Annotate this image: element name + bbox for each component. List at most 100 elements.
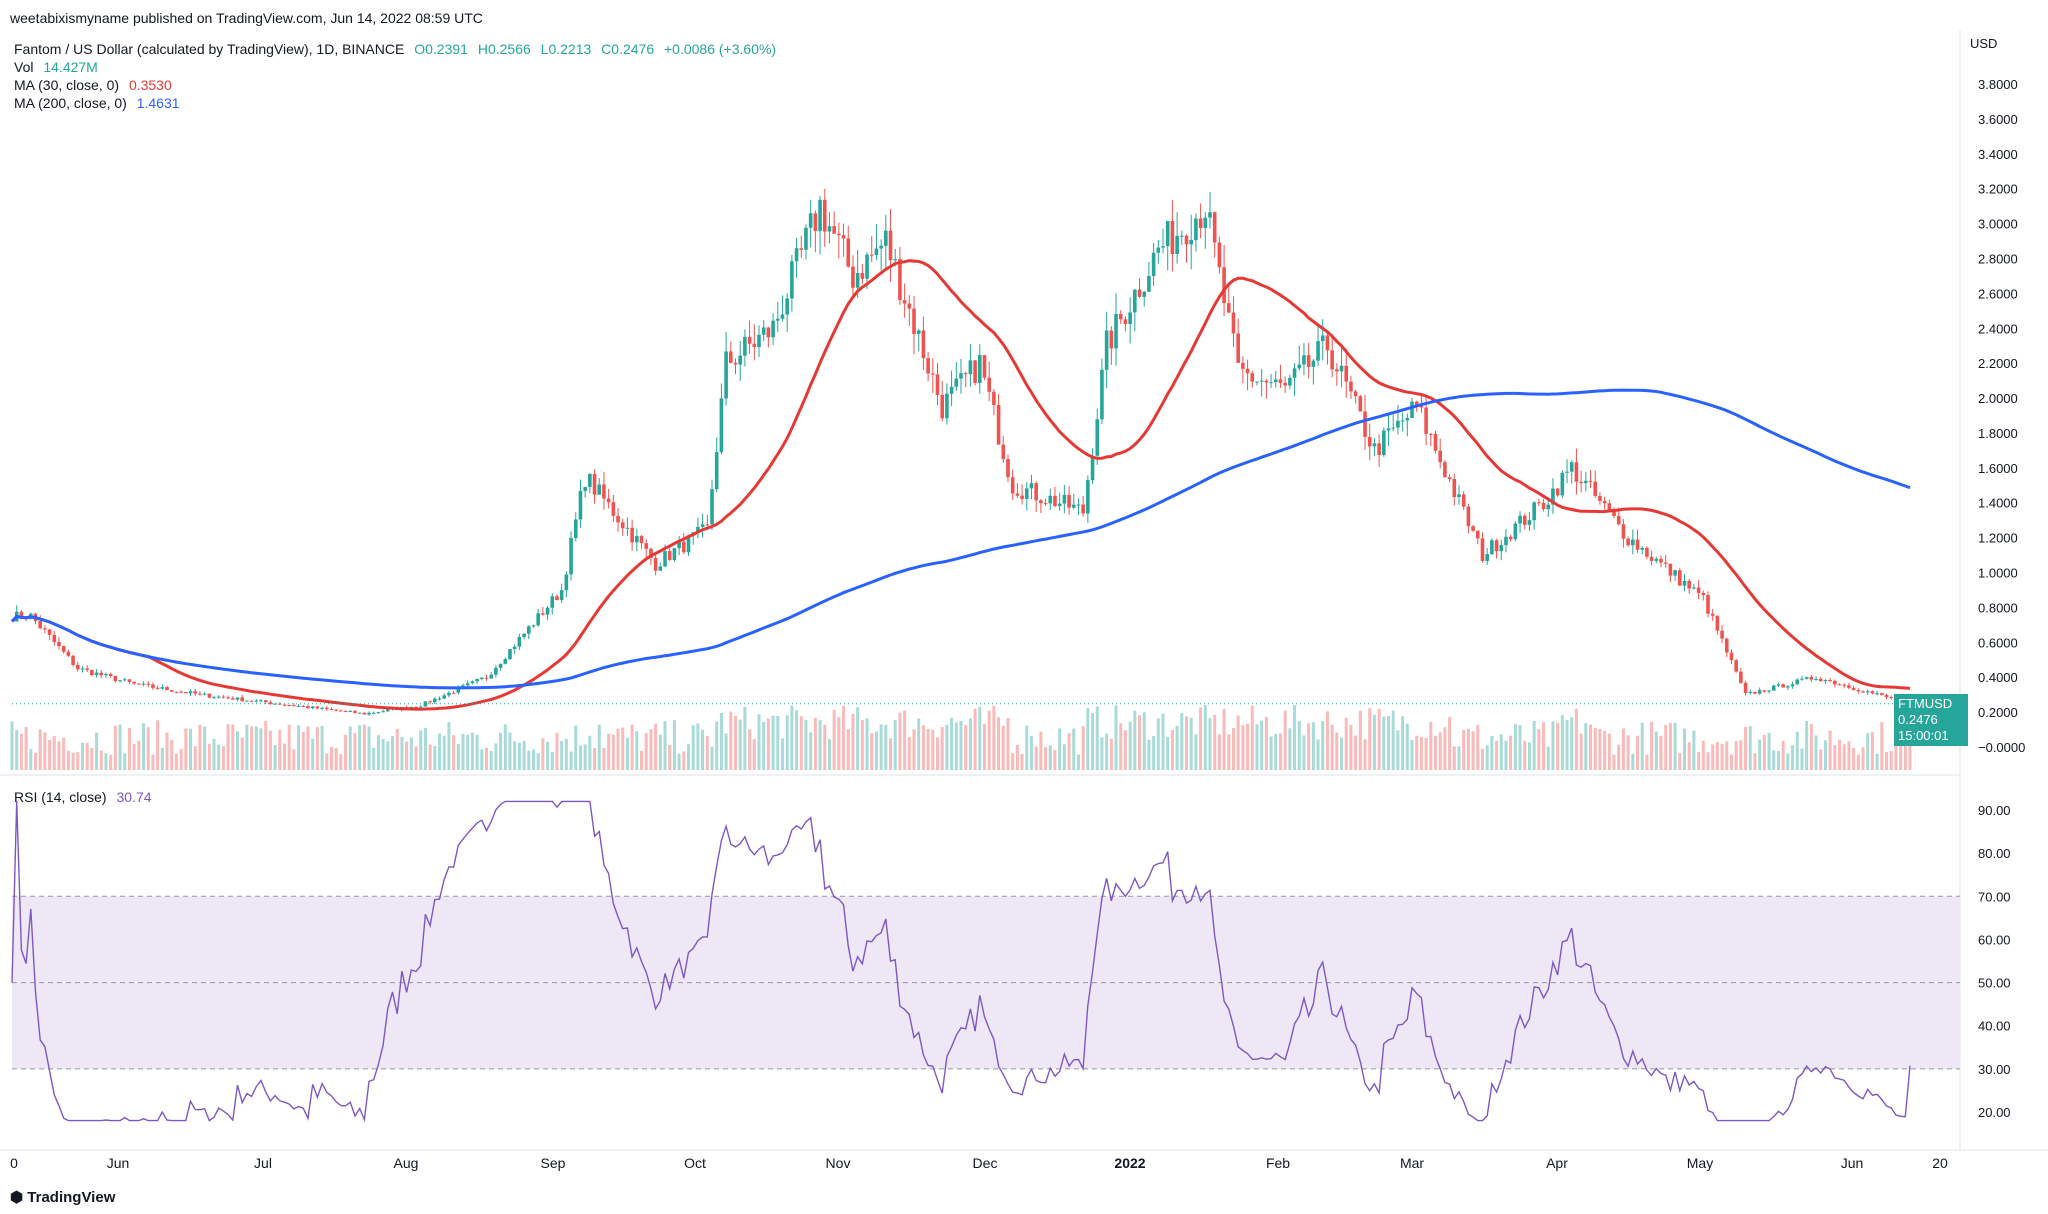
volume-bar: [480, 749, 484, 770]
close-value: C0.2476: [601, 41, 655, 57]
candle-body: [1720, 630, 1724, 639]
candle-body: [1818, 678, 1823, 682]
candle-body: [320, 707, 324, 709]
candle-body: [1104, 330, 1109, 370]
candle-body: [1109, 330, 1114, 349]
candle-body: [1522, 515, 1527, 525]
price-tag: FTMUSD 0.2476 15:00:01: [1894, 694, 1968, 746]
volume-bar: [1809, 723, 1813, 770]
high-value: H0.2566: [477, 41, 531, 57]
candle-body: [1184, 235, 1189, 245]
candle-body: [1250, 373, 1255, 382]
candle-body: [1170, 221, 1175, 255]
volume-bar: [865, 718, 869, 770]
candle-body: [531, 625, 536, 627]
candle-body: [1776, 684, 1781, 686]
volume-bar: [616, 728, 620, 770]
volume-bar: [1105, 733, 1109, 770]
ma200-legend[interactable]: MA (200, close, 0) 1.4631: [14, 94, 186, 112]
candle-body: [1659, 558, 1663, 563]
volume-bar: [588, 735, 592, 770]
vol-legend[interactable]: Vol 14.427M: [14, 58, 104, 76]
candle-body: [550, 596, 555, 608]
price-tick-label: 3.4000: [1978, 147, 2018, 162]
volume-bar: [1311, 722, 1315, 770]
candle-body: [846, 238, 851, 267]
time-tick-label: Jul: [254, 1155, 272, 1171]
symbol-title[interactable]: Fantom / US Dollar (calculated by Tradin…: [14, 41, 405, 57]
volume-bar: [381, 738, 385, 770]
candle-body: [921, 330, 926, 359]
volume-bar: [1246, 723, 1250, 770]
candle-body: [146, 683, 151, 685]
volume-bar: [1264, 716, 1268, 770]
candle-body: [545, 607, 550, 615]
volume-bar: [1443, 727, 1447, 770]
volume-bar: [160, 747, 164, 770]
volume-bar: [1194, 734, 1198, 770]
tradingview-logo[interactable]: ⬢ TradingView: [10, 1188, 115, 1206]
candle-body: [1790, 684, 1795, 687]
candle-body: [301, 706, 306, 708]
volume-bar: [1758, 739, 1762, 770]
price-tick-label: −0.0000: [1978, 740, 2025, 755]
candle-body: [353, 710, 357, 714]
price-tick-label: 3.2000: [1978, 182, 2018, 197]
volume-bar: [560, 740, 564, 770]
time-tick-label: Jun: [107, 1155, 130, 1171]
candle-body: [418, 706, 423, 708]
candle-body: [1499, 545, 1504, 552]
candle-body: [1673, 570, 1677, 576]
candle-body: [959, 373, 963, 379]
candle-body: [907, 303, 912, 309]
candle-body: [620, 522, 625, 529]
volume-bar: [1875, 753, 1879, 770]
volume-bar: [1776, 750, 1780, 770]
candle-body: [1067, 494, 1071, 508]
time-tick-label: 2022: [1114, 1155, 1145, 1171]
candle-body: [1875, 693, 1879, 695]
volume-bar: [1513, 724, 1517, 770]
candle-body: [884, 230, 888, 246]
candle-body: [1010, 477, 1015, 494]
volume-bar: [1091, 713, 1095, 770]
change-value: +0.0086 (+3.60%): [664, 41, 777, 57]
volume-bar: [1419, 736, 1423, 770]
candle-body: [245, 700, 249, 702]
candle-body: [968, 360, 973, 375]
volume-bar: [193, 746, 197, 770]
volume-bar: [982, 723, 986, 770]
volume-bar: [1894, 729, 1898, 770]
candle-body: [1123, 319, 1128, 325]
volume-bar: [1466, 728, 1470, 770]
candle-body: [1870, 691, 1875, 694]
candle-body: [1626, 538, 1630, 546]
volume-bar: [1133, 710, 1137, 770]
volume-bar: [1250, 705, 1254, 770]
candle-body: [207, 693, 212, 698]
volume-bar: [1593, 728, 1597, 770]
volume-bar: [795, 710, 799, 770]
candle-body: [1410, 401, 1414, 418]
volume-bar: [1166, 736, 1170, 770]
volume-bar: [940, 727, 944, 770]
rsi-legend[interactable]: RSI (14, close) 30.74: [14, 788, 158, 806]
candle-body: [1682, 580, 1687, 586]
volume-bar: [1302, 735, 1306, 770]
volume-bar: [1048, 745, 1052, 770]
volume-bar: [1504, 740, 1508, 770]
candle-body: [71, 655, 75, 665]
volume-bar: [785, 715, 789, 770]
ma30-legend[interactable]: MA (30, close, 0) 0.3530: [14, 76, 178, 94]
candle-body: [1837, 684, 1842, 686]
candle-body: [522, 633, 526, 637]
candle-body: [1391, 427, 1396, 429]
candle-body: [160, 687, 165, 689]
volume-bar: [1222, 708, 1226, 770]
volume-bar: [729, 711, 733, 770]
candle-body: [1814, 678, 1818, 680]
volume-bar: [1631, 753, 1635, 770]
candle-body: [1668, 563, 1673, 576]
candle-body: [1574, 462, 1579, 482]
